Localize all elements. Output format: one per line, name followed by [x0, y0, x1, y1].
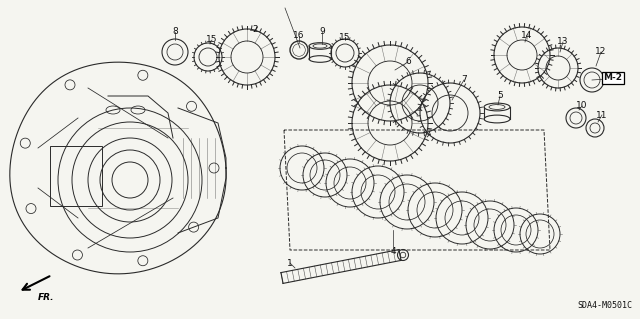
Text: FR.: FR. [38, 293, 54, 302]
Text: SDA4-M0501C: SDA4-M0501C [577, 301, 632, 310]
Text: 1: 1 [287, 258, 293, 268]
Bar [50, 146, 102, 206]
Text: 13: 13 [557, 38, 569, 47]
Text: 2: 2 [252, 26, 258, 34]
Text: M-2: M-2 [604, 73, 623, 83]
Text: 14: 14 [522, 31, 532, 40]
Text: 7: 7 [461, 76, 467, 85]
Text: 9: 9 [319, 27, 325, 36]
Text: 6: 6 [405, 57, 411, 66]
Text: 10: 10 [576, 101, 588, 110]
Text: 16: 16 [293, 32, 305, 41]
Text: 15: 15 [206, 35, 218, 44]
Text: 5: 5 [497, 92, 503, 100]
Text: 4: 4 [390, 248, 396, 256]
Text: 15: 15 [339, 33, 351, 42]
Text: 8: 8 [172, 27, 178, 36]
Text: 11: 11 [596, 110, 608, 120]
Text: 12: 12 [595, 48, 607, 56]
